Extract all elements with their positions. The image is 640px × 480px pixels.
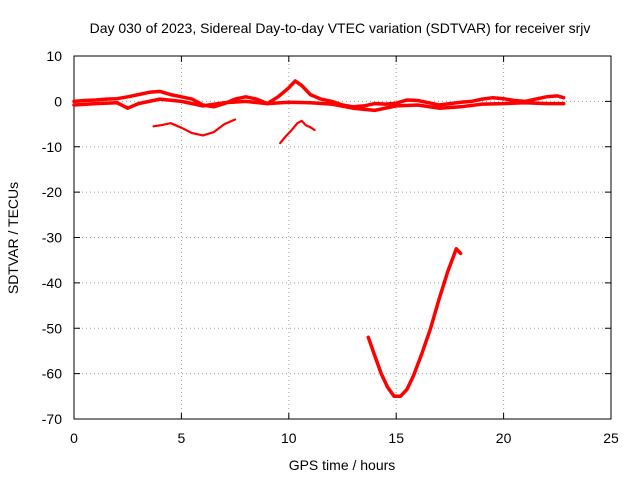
- x-axis-label: GPS time / hours: [289, 457, 396, 473]
- chart-title: Day 030 of 2023, Sidereal Day-to-day VTE…: [90, 20, 591, 36]
- y-tick-label: -60: [42, 366, 62, 382]
- y-tick-label: -50: [42, 320, 62, 336]
- series-track-mid-right: [279, 119, 316, 145]
- y-tick-label: 10: [46, 48, 62, 64]
- y-tick-label: -40: [42, 275, 62, 291]
- y-tick-label: 0: [54, 93, 62, 109]
- series-group: [72, 79, 566, 399]
- series-track-upper-a: [72, 79, 566, 109]
- series-track-dip: [366, 247, 463, 399]
- series-track-upper-b: [72, 97, 566, 113]
- series-track-mid-left: [152, 118, 237, 137]
- y-tick-label: -20: [42, 184, 62, 200]
- x-tick-label: 15: [388, 430, 404, 446]
- y-tick-label: -10: [42, 139, 62, 155]
- y-tick-label: -70: [42, 411, 62, 427]
- axis-ticks: 0 5 10 15 20 25 10 0 -10 -20 -30 -40 -50 -60 -70: [42, 48, 619, 446]
- x-tick-label: 25: [603, 430, 619, 446]
- y-tick-label: -30: [42, 230, 62, 246]
- y-axis-label: SDTVAR / TECUs: [5, 182, 21, 294]
- x-tick-label: 5: [178, 430, 186, 446]
- x-tick-label: 0: [70, 430, 78, 446]
- x-tick-label: 10: [281, 430, 297, 446]
- grid: [74, 56, 611, 419]
- x-tick-label: 20: [496, 430, 512, 446]
